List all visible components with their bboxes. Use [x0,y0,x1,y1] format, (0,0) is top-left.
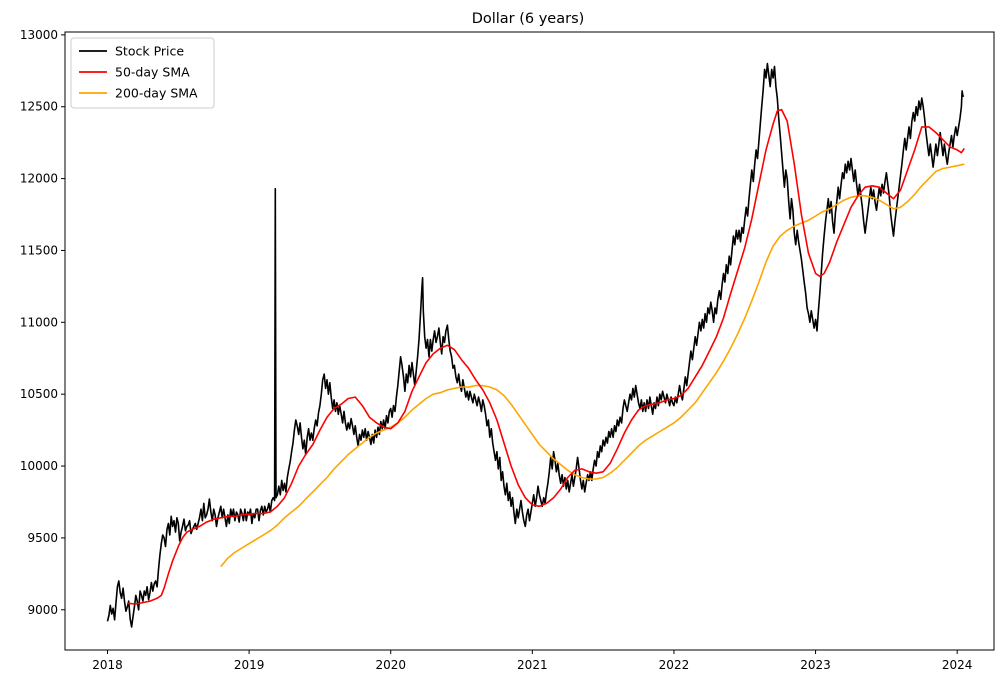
y-tick-label: 10500 [20,387,58,401]
x-tick-label: 2019 [234,658,265,672]
chart-title: Dollar (6 years) [472,11,585,27]
y-tick-label: 12500 [20,100,58,114]
x-tick-label: 2024 [942,658,973,672]
series-line-200-day-sma [220,163,965,568]
legend: Stock Price 50-day SMA 200-day SMA [70,37,215,109]
y-tick-label: 11000 [20,315,58,329]
x-tick-label: 2021 [517,658,548,672]
y-tick-label: 11500 [20,243,58,257]
y-axis: 9000 9500 10000 10500 11000 11500 12000 12500 13… [20,28,65,617]
x-tick-label: 2022 [659,658,690,672]
legend-label: Stock Price [115,44,184,59]
x-tick-label: 2018 [92,658,123,672]
y-tick-label: 9500 [27,531,58,545]
x-axis: 2018 2019 2020 2021 2022 2023 2024 [92,650,972,672]
legend-label: 200-day SMA [115,86,198,101]
series-line-50-day-sma [127,108,965,605]
x-tick-label: 2023 [800,658,831,672]
y-tick-label: 10000 [20,459,58,473]
y-tick-label: 13000 [20,28,58,42]
legend-box [70,37,215,109]
plot-frame [64,31,995,651]
y-tick-label: 12000 [20,172,58,186]
legend-label: 50-day SMA [115,65,190,80]
x-tick-label: 2020 [375,658,406,672]
y-tick-label: 9000 [27,603,58,617]
series-layer [106,62,965,628]
